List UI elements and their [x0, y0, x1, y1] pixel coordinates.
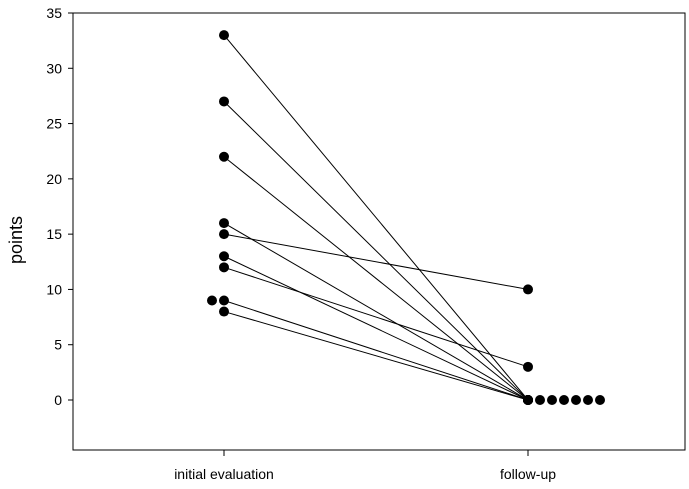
- follow-up-point: [547, 395, 557, 405]
- initial-point: [219, 262, 229, 273]
- pair-line: [223, 266, 529, 368]
- x-tick-label: follow-up: [500, 466, 556, 482]
- pair-line: [223, 222, 529, 401]
- follow-up-point: [523, 395, 533, 405]
- initial-point: [207, 295, 217, 306]
- pair-line: [223, 233, 529, 290]
- follow-up-point: [595, 395, 605, 405]
- pair-line: [223, 255, 529, 401]
- y-tick-label: 35: [46, 5, 62, 21]
- plot-frame: [72, 12, 686, 451]
- follow-up-point: [535, 395, 545, 405]
- initial-point: [219, 229, 229, 240]
- pair-line: [223, 34, 529, 401]
- pair-line: [223, 300, 529, 401]
- y-tick-label: 15: [46, 226, 62, 242]
- follow-up-point: [523, 284, 533, 295]
- initial-point: [219, 151, 229, 162]
- follow-up-point: [583, 395, 593, 405]
- x-tick-label: initial evaluation: [174, 466, 274, 482]
- y-tick-label: 25: [46, 116, 62, 132]
- pair-line: [223, 101, 529, 401]
- initial-point: [219, 30, 229, 41]
- pair-line: [223, 311, 529, 401]
- initial-point: [219, 306, 229, 317]
- follow-up-point: [523, 361, 533, 372]
- y-tick-label: 5: [54, 337, 62, 353]
- initial-point: [219, 218, 229, 229]
- initial-point: [219, 251, 229, 262]
- y-axis-label: points: [6, 216, 26, 264]
- y-tick-label: 10: [46, 281, 62, 297]
- y-tick-label: 0: [54, 392, 62, 408]
- initial-point: [219, 295, 229, 306]
- y-tick-label: 30: [46, 60, 62, 76]
- pair-line: [223, 156, 529, 401]
- y-tick-label: 20: [46, 171, 62, 187]
- follow-up-point: [571, 395, 581, 405]
- initial-point: [219, 96, 229, 107]
- follow-up-point: [559, 395, 569, 405]
